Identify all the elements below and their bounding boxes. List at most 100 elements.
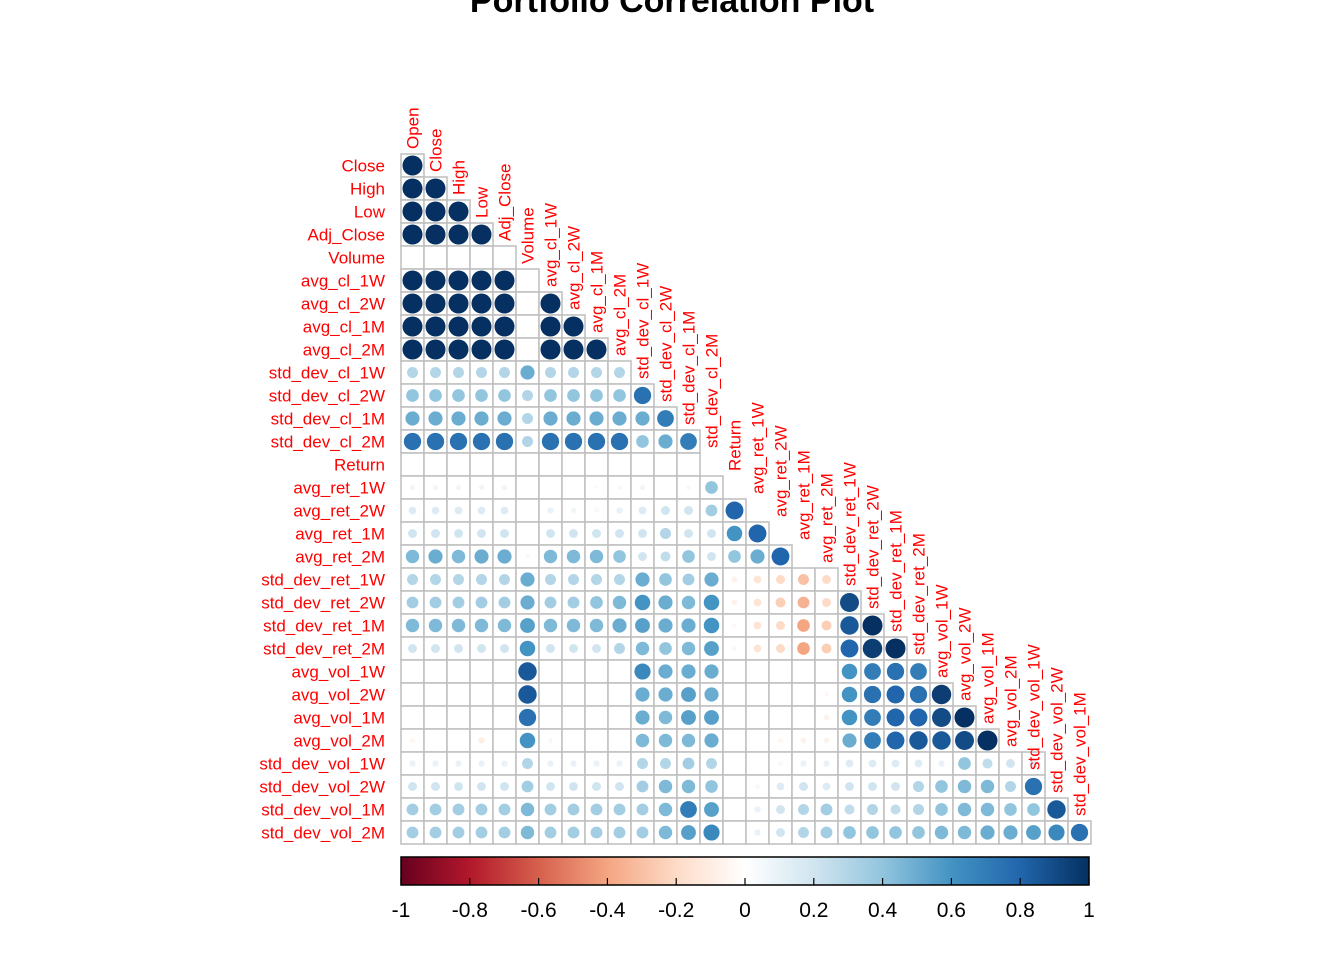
- correlation-circle: [590, 596, 603, 609]
- correlation-circle: [731, 599, 738, 606]
- correlation-circle: [778, 761, 783, 766]
- correlation-circle: [703, 824, 720, 841]
- correlation-circle: [471, 339, 492, 360]
- correlation-circle: [478, 760, 485, 767]
- correlation-circle: [518, 708, 537, 727]
- correlation-circle: [658, 802, 673, 817]
- correlation-circle: [891, 759, 900, 768]
- correlation-circle: [448, 316, 469, 337]
- row-label: std_dev_ret_2W: [261, 594, 385, 613]
- correlation-circle: [521, 780, 534, 793]
- row-label: std_dev_vol_1M: [261, 801, 385, 820]
- grid-cell: [515, 521, 540, 546]
- correlation-circle: [732, 646, 737, 651]
- correlation-circle: [547, 760, 554, 767]
- column-label: avg_vol_2W: [956, 607, 975, 701]
- correlation-circle: [797, 596, 810, 609]
- correlation-circle: [402, 201, 423, 222]
- correlation-circle: [798, 574, 809, 585]
- correlation-circle: [471, 224, 492, 245]
- correlation-circle: [500, 506, 509, 515]
- grid-cell: [791, 705, 816, 730]
- row-label: std_dev_cl_2W: [269, 387, 385, 406]
- correlation-circle: [681, 733, 696, 748]
- colorbar-tick-label: -0.6: [521, 899, 557, 922]
- correlation-circle: [1048, 824, 1065, 841]
- grid-cell: [423, 659, 448, 684]
- correlation-circle: [477, 644, 486, 653]
- correlation-circle: [569, 644, 578, 653]
- correlation-circle: [914, 759, 923, 768]
- correlation-circle: [612, 595, 627, 610]
- row-label: avg_cl_2M: [303, 341, 385, 360]
- correlation-circle: [823, 714, 830, 721]
- correlation-circle: [428, 549, 443, 564]
- correlation-circle: [614, 367, 625, 378]
- correlation-circle: [889, 826, 902, 839]
- grid-cell: [400, 245, 425, 270]
- correlation-circle: [634, 594, 651, 611]
- correlation-circle: [891, 782, 900, 791]
- column-label: Open: [404, 107, 423, 149]
- column-label: avg_cl_1W: [542, 203, 561, 287]
- correlation-circle: [841, 709, 858, 726]
- correlation-circle: [449, 432, 468, 451]
- correlation-circle: [545, 574, 556, 585]
- correlation-circle: [800, 737, 807, 744]
- correlation-circle: [494, 293, 515, 314]
- grid-cell: [492, 728, 517, 753]
- correlation-circle: [1026, 825, 1041, 840]
- grid-cell: [515, 337, 540, 362]
- colorbar-tick-label: 0.2: [799, 899, 828, 922]
- correlation-circle: [474, 618, 489, 633]
- correlation-circle: [680, 433, 697, 450]
- correlation-circle: [634, 663, 651, 680]
- row-label: std_dev_cl_2M: [271, 433, 385, 452]
- correlation-circle: [610, 432, 629, 451]
- column-label: Low: [473, 186, 492, 218]
- correlation-circle: [518, 685, 537, 704]
- correlation-circle: [658, 434, 673, 449]
- correlation-circle: [932, 708, 951, 727]
- row-label: avg_ret_1W: [293, 479, 385, 498]
- correlation-circle: [615, 529, 624, 538]
- grid-cell: [607, 682, 632, 707]
- correlation-circle: [823, 737, 830, 744]
- correlation-circle: [454, 644, 463, 653]
- colorbar-tick-label: -0.8: [452, 899, 488, 922]
- correlation-circle: [840, 593, 859, 612]
- row-label: std_dev_vol_2M: [261, 824, 385, 843]
- correlation-circle: [595, 463, 598, 466]
- correlation-circle: [681, 825, 696, 840]
- correlation-circle: [500, 782, 509, 791]
- correlation-circle: [451, 411, 466, 426]
- correlation-circle: [519, 640, 536, 657]
- correlation-circle: [563, 339, 584, 360]
- grid-cell: [515, 452, 540, 477]
- correlation-circle: [472, 432, 491, 451]
- colorbar-tick-label: 0.6: [937, 899, 966, 922]
- row-label: Volume: [328, 249, 385, 268]
- colorbar-tick-label: -1: [392, 899, 411, 922]
- row-label: Low: [354, 203, 386, 222]
- colorbar-gradient: [400, 856, 1090, 886]
- row-label: std_dev_vol_1W: [259, 755, 385, 774]
- correlation-circle: [567, 596, 580, 609]
- grid-cell: [423, 728, 448, 753]
- correlation-circle: [957, 779, 972, 794]
- correlation-circle: [544, 596, 557, 609]
- correlation-circle: [980, 802, 995, 817]
- correlation-circle: [432, 760, 439, 767]
- grid-cell: [745, 682, 770, 707]
- correlation-circle: [616, 507, 623, 514]
- correlation-circle: [525, 554, 530, 559]
- correlation-circle: [425, 339, 446, 360]
- grid-cell: [584, 659, 609, 684]
- correlation-circle: [430, 367, 441, 378]
- correlation-circle: [474, 549, 489, 564]
- correlation-circle: [1003, 825, 1018, 840]
- column-label: std_dev_ret_2W: [864, 485, 883, 609]
- correlation-circle: [660, 528, 671, 539]
- correlation-circle: [754, 829, 761, 836]
